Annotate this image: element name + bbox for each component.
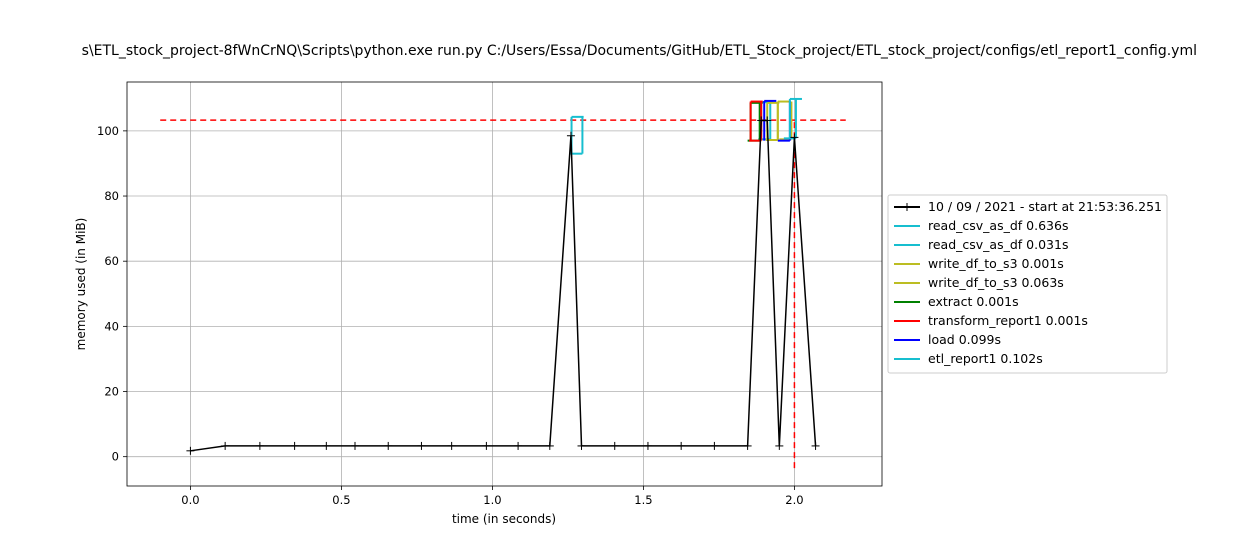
x-axis-label: time (in seconds) [452,512,556,526]
memory-point [743,441,752,450]
memory-point [643,441,652,450]
x-tick-label: 1.0 [483,493,501,507]
legend-entry: etl_report1 0.102s [894,351,1043,366]
memory-point [710,441,719,450]
memory-point [514,441,523,450]
legend-label: transform_report1 0.001s [928,313,1088,328]
memory-point [221,441,230,450]
memory-point [384,441,393,450]
axes-frame [126,81,883,487]
plot-area: 0.0 0.5 1.0 1.5 2.0 0 20 40 60 80 100 [97,81,883,507]
legend-entry: read_csv_as_df 0.031s [894,237,1068,252]
y-tick-label: 20 [104,385,119,399]
y-tick-label: 0 [112,450,119,464]
legend-label: etl_report1 0.102s [928,351,1043,366]
legend-entry: load 0.099s [894,332,1001,347]
y-tick-label: 40 [104,319,119,333]
legend-box [887,194,1168,374]
memory-point [447,441,456,450]
legend-entry: write_df_to_s3 0.001s [894,256,1064,271]
legend-entry: read_csv_as_df 0.636s [894,218,1068,233]
legend-label: read_csv_as_df 0.031s [928,237,1068,252]
memory-point [677,441,686,450]
memory-point [811,441,820,450]
legend-entry: extract 0.001s [894,294,1019,309]
legend-entry: 10 / 09 / 2021 - start at 21:53:36.251 [894,199,1162,214]
memory-point [610,441,619,450]
x-tick-label: 1.5 [634,493,652,507]
memory-point [322,441,331,450]
chart-title: s\ETL_stock_project-8fWnCrNQ\Scripts\pyt… [82,43,1197,59]
y-tick-label: 80 [104,189,119,203]
legend-label: write_df_to_s3 0.001s [928,256,1064,271]
y-axis-label: memory used (in MiB) [74,218,88,351]
x-tick-label: 0.5 [332,493,350,507]
legend-label: 10 / 09 / 2021 - start at 21:53:36.251 [928,199,1162,214]
x-tick-label: 0.0 [181,493,199,507]
memory-point [255,441,264,450]
memory-point [186,446,195,455]
legend-label: read_csv_as_df 0.636s [928,218,1068,233]
legend: 10 / 09 / 2021 - start at 21:53:36.251 re… [887,194,1168,374]
memory-point [290,441,299,450]
legend-entry: transform_report1 0.001s [894,313,1088,328]
memory-point [545,441,554,450]
memory-point [482,441,491,450]
memory-point [790,133,799,142]
memory-point [417,441,426,450]
memory-point [577,441,586,450]
memory-point [351,441,360,450]
legend-entry: write_df_to_s3 0.063s [894,275,1064,290]
memory-point [763,116,772,125]
memory-point [566,131,575,140]
legend-label: extract 0.001s [928,294,1019,309]
legend-label: write_df_to_s3 0.063s [928,275,1064,290]
y-tick-label: 100 [97,124,119,138]
x-tick-label: 2.0 [785,493,803,507]
y-tick-label: 60 [104,254,119,268]
legend-label: load 0.099s [928,332,1001,347]
memory-point [775,441,784,450]
